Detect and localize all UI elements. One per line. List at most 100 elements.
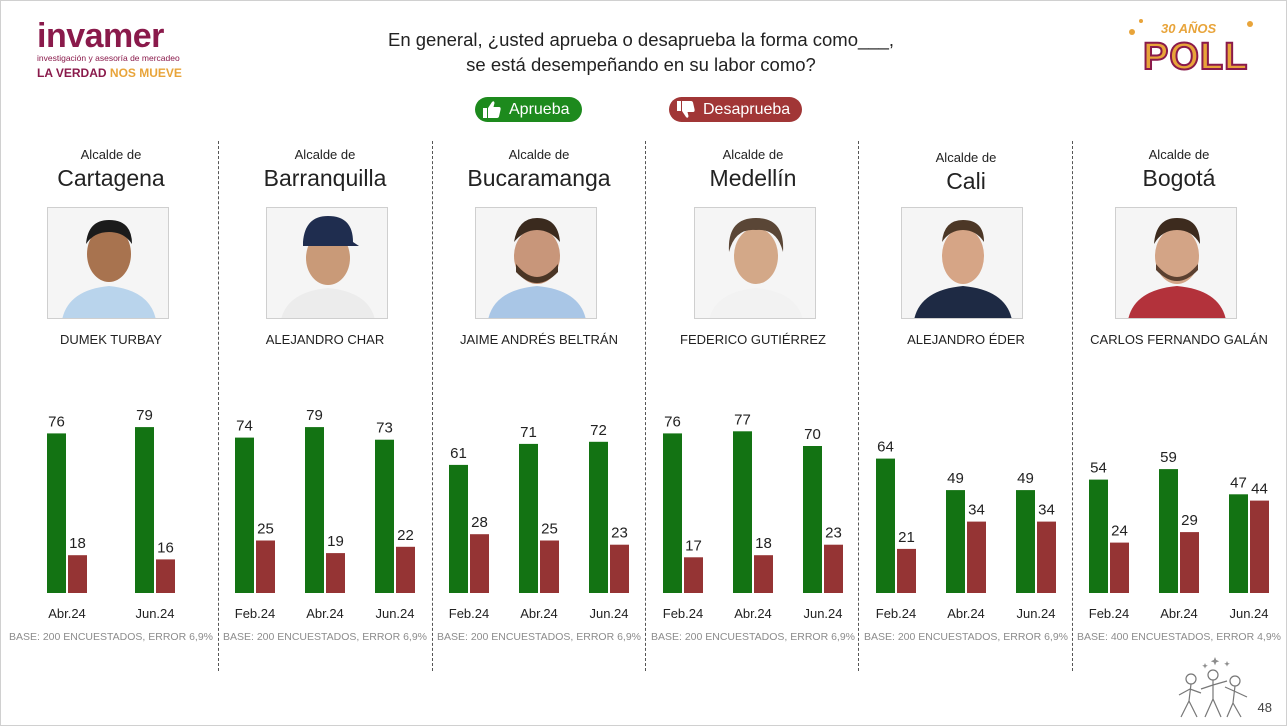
approve-value-label: 71 [520,424,537,441]
mayor-column-barranquilla: Alcalde de Barranquilla ALEJANDRO CHAR 7… [221,141,429,651]
disapprove-value-label: 19 [327,533,344,550]
city-name: Barranquilla [263,165,387,191]
mayor-column-cartagena: Alcalde de Cartagena DUMEK TURBAY 76 18 Ab… [7,141,215,651]
approve-bar [803,446,822,593]
category-tick-label: Feb.24 [663,606,703,621]
mayor-name: FEDERICO GUTIÉRREZ [680,332,826,347]
logo-tagline-a: LA VERDAD [37,66,107,80]
disapprove-value-label: 16 [157,539,174,556]
category-tick-label: Jun.24 [375,606,414,621]
city-name: Bucaramanga [467,165,611,191]
disapprove-value-label: 23 [611,525,628,542]
mayor-column-bucaramanga: Alcalde de Bucaramanga JAIME ANDRÉS BELT… [435,141,643,651]
approval-bar-chart: 74 25 Feb.24 79 19 Abr.24 73 22 Jun.24 [235,407,415,621]
disapprove-bar [610,544,629,593]
legend-approve-label: Aprueba [509,101,570,118]
category-tick-label: Jun.24 [803,606,842,621]
person-portrait-icon [695,208,815,318]
mayor-role: Alcalde de [722,147,784,162]
disapprove-value-label: 24 [1111,523,1128,540]
disapprove-bar [1250,500,1269,593]
disapprove-bar [68,555,87,593]
disapprove-value-label: 23 [825,525,842,542]
approve-bar [1229,494,1248,593]
category-tick-label: Jun.24 [135,606,174,621]
legend-approve: Aprueba [475,97,582,122]
category-tick-label: Abr.24 [306,606,344,621]
logo-tagline-b: NOS MUEVE [109,66,182,80]
mayor-role: Alcalde de [935,150,997,165]
column-divider [218,141,219,671]
disapprove-bar [684,557,703,593]
approve-bar [1159,469,1178,593]
mayor-photo [475,207,597,319]
mayor-role: Alcalde de [294,147,356,162]
person-portrait-icon [1116,208,1236,318]
category-tick-label: Jun.24 [1016,606,1055,621]
disapprove-bar [967,521,986,593]
approval-bar-chart: 76 17 Feb.24 77 18 Abr.24 70 23 Jun.24 [663,411,843,621]
poll-logo: 30 AÑOS POLL [1119,15,1259,85]
disapprove-value-label: 22 [397,527,414,544]
approve-bar [47,433,66,593]
disapprove-value-label: 18 [69,535,86,552]
approve-value-label: 73 [376,420,393,437]
approve-value-label: 79 [306,407,323,424]
city-name: Cartagena [57,165,165,191]
mayor-name: JAIME ANDRÉS BELTRÁN [460,332,618,347]
thumbs-down-icon [677,101,695,118]
poll-word: POLL [1142,35,1249,79]
approval-bar-chart: 54 24 Feb.24 59 29 Abr.24 47 44 Jun.24 [1089,449,1269,621]
approve-bar [449,464,468,593]
approve-bar [589,441,608,593]
sample-base-note: BASE: 200 ENCUESTADOS, ERROR 6,9% [650,631,856,643]
category-tick-label: Abr.24 [520,606,558,621]
mayor-photo [266,207,388,319]
city-name: Cali [946,168,986,194]
logo-tagline: LA VERDAD NOS MUEVE [37,65,187,81]
poll-years: 30 AÑOS [1161,21,1217,36]
column-divider [858,141,859,671]
category-tick-label: Jun.24 [589,606,628,621]
disapprove-value-label: 44 [1251,481,1268,498]
category-tick-label: Jun.24 [1229,606,1268,621]
column-divider [645,141,646,671]
city-name: Bogotá [1142,165,1216,191]
disapprove-bar [396,546,415,593]
poll-dot [1129,29,1135,35]
approve-value-label: 64 [877,439,894,456]
mayor-photo [901,207,1023,319]
disapprove-value-label: 34 [968,502,985,519]
approve-bar [519,443,538,593]
approve-value-label: 49 [947,470,964,487]
approve-value-label: 74 [236,418,253,435]
approve-value-label: 54 [1090,460,1107,477]
approve-bar [876,458,895,593]
category-tick-label: Abr.24 [734,606,772,621]
mayor-name: ALEJANDRO CHAR [265,332,385,347]
person-portrait-icon [267,208,387,318]
people-illustration-icon [1178,657,1248,718]
legend-disapprove: Desaprueba [669,97,803,122]
disapprove-value-label: 25 [257,521,274,538]
approve-value-label: 61 [450,445,467,462]
approve-value-label: 59 [1160,449,1177,466]
poll-dot [1247,21,1253,27]
disapprove-bar [824,544,843,593]
disapprove-bar [897,548,916,593]
approval-bar-chart: 76 18 Abr.24 79 16 Jun.24 [47,407,175,621]
category-tick-label: Feb.24 [449,606,489,621]
disapprove-value-label: 18 [755,535,772,552]
mayor-role: Alcalde de [1148,147,1210,162]
approve-bar [235,437,254,593]
disapprove-bar [754,555,773,593]
approve-value-label: 72 [590,422,607,439]
approve-value-label: 79 [136,407,153,424]
mayor-name: CARLOS FERNANDO GALÁN [1090,332,1268,347]
mayor-column-medellin: Alcalde de Medellín FEDERICO GUTIÉRREZ 7… [649,141,857,651]
sample-base-note: BASE: 400 ENCUESTADOS, ERROR 4,9% [1076,631,1282,643]
survey-question: En general, ¿usted aprueba o desaprueba … [331,27,951,77]
approve-value-label: 76 [664,413,681,430]
